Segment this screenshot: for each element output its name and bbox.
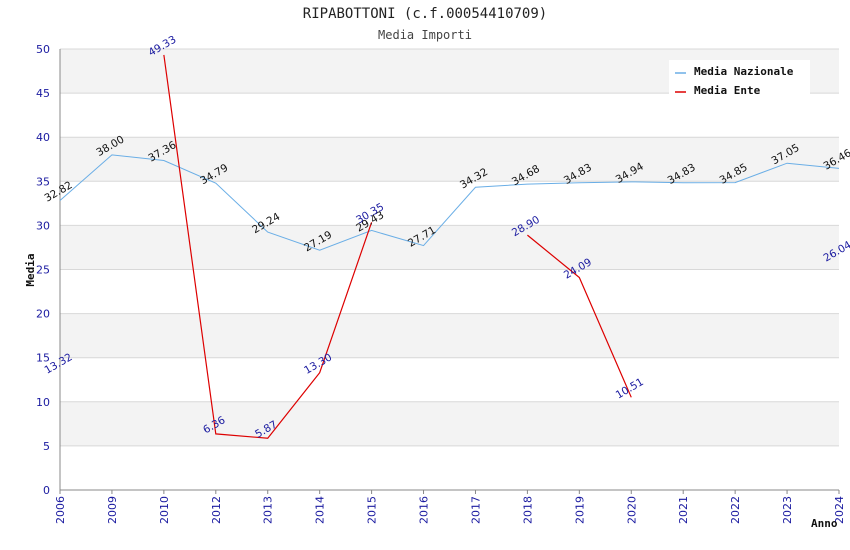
x-tick-label: 2006 [54,496,67,524]
legend-label-media-ente: Media Ente [694,84,761,97]
x-tick-label: 2022 [729,496,742,524]
y-tick-label: 50 [36,43,50,56]
series-line-media-nazionale [59,154,840,251]
x-axis-label: Anno [811,517,838,530]
series-lines [59,54,840,439]
legend: Media Nazionale Media Ente [669,60,810,98]
y-tick-label: 35 [36,175,50,188]
band [60,225,839,270]
band [60,93,839,138]
x-tick-label: 2016 [418,496,431,524]
x-tick-label: 2009 [106,496,119,524]
x-tick-label: 2023 [781,496,794,524]
x-tick-label: 2015 [366,496,379,524]
chart-subtitle: Media Importi [378,28,472,42]
chart-title: RIPABOTTONI (c.f.00054410709) [303,6,547,22]
series-line-media-ente [163,54,373,439]
legend-box [669,60,810,98]
legend-label-media-nazionale: Media Nazionale [694,65,794,78]
y-axis-label: Media [24,253,37,286]
x-tick-label: 2010 [158,496,171,524]
y-tick-label: 40 [36,131,50,144]
y-tick-label: 0 [43,484,50,497]
y-tick-label: 25 [36,264,50,277]
x-tick-label: 2018 [521,496,534,524]
y-tick-label: 5 [43,440,50,453]
y-tick-label: 15 [36,352,50,365]
band [60,313,839,358]
y-tick-label: 30 [36,219,50,232]
x-tick-label: 2017 [469,496,482,524]
x-tick-label: 2013 [262,496,275,524]
band [60,401,839,446]
x-tick-label: 2020 [625,496,638,524]
y-tick-label: 45 [36,87,50,100]
x-tick-label: 2019 [573,496,586,524]
y-tick-labels: 0 5 10 15 20 25 30 35 40 45 50 [36,43,50,497]
x-tick-label: 2021 [677,496,690,524]
x-tick-labels: 2006 2009 2010 2012 2013 2014 2015 2016 2017 2018… [54,490,846,524]
x-tick-label: 2014 [314,496,327,524]
band [60,181,839,226]
series-line-media-ente [527,234,632,398]
background-bands [60,49,839,490]
band [60,269,839,314]
y-tick-label: 10 [36,396,50,409]
x-tick-label: 2024 [833,496,846,524]
band [60,137,839,182]
x-tick-label: 2012 [210,496,223,524]
y-tick-label: 20 [36,308,50,321]
band [60,445,839,490]
band [60,357,839,402]
